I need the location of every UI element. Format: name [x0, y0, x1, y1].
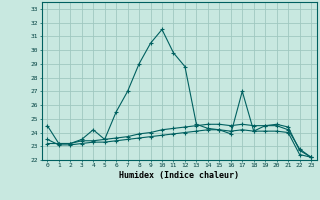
X-axis label: Humidex (Indice chaleur): Humidex (Indice chaleur)	[119, 171, 239, 180]
